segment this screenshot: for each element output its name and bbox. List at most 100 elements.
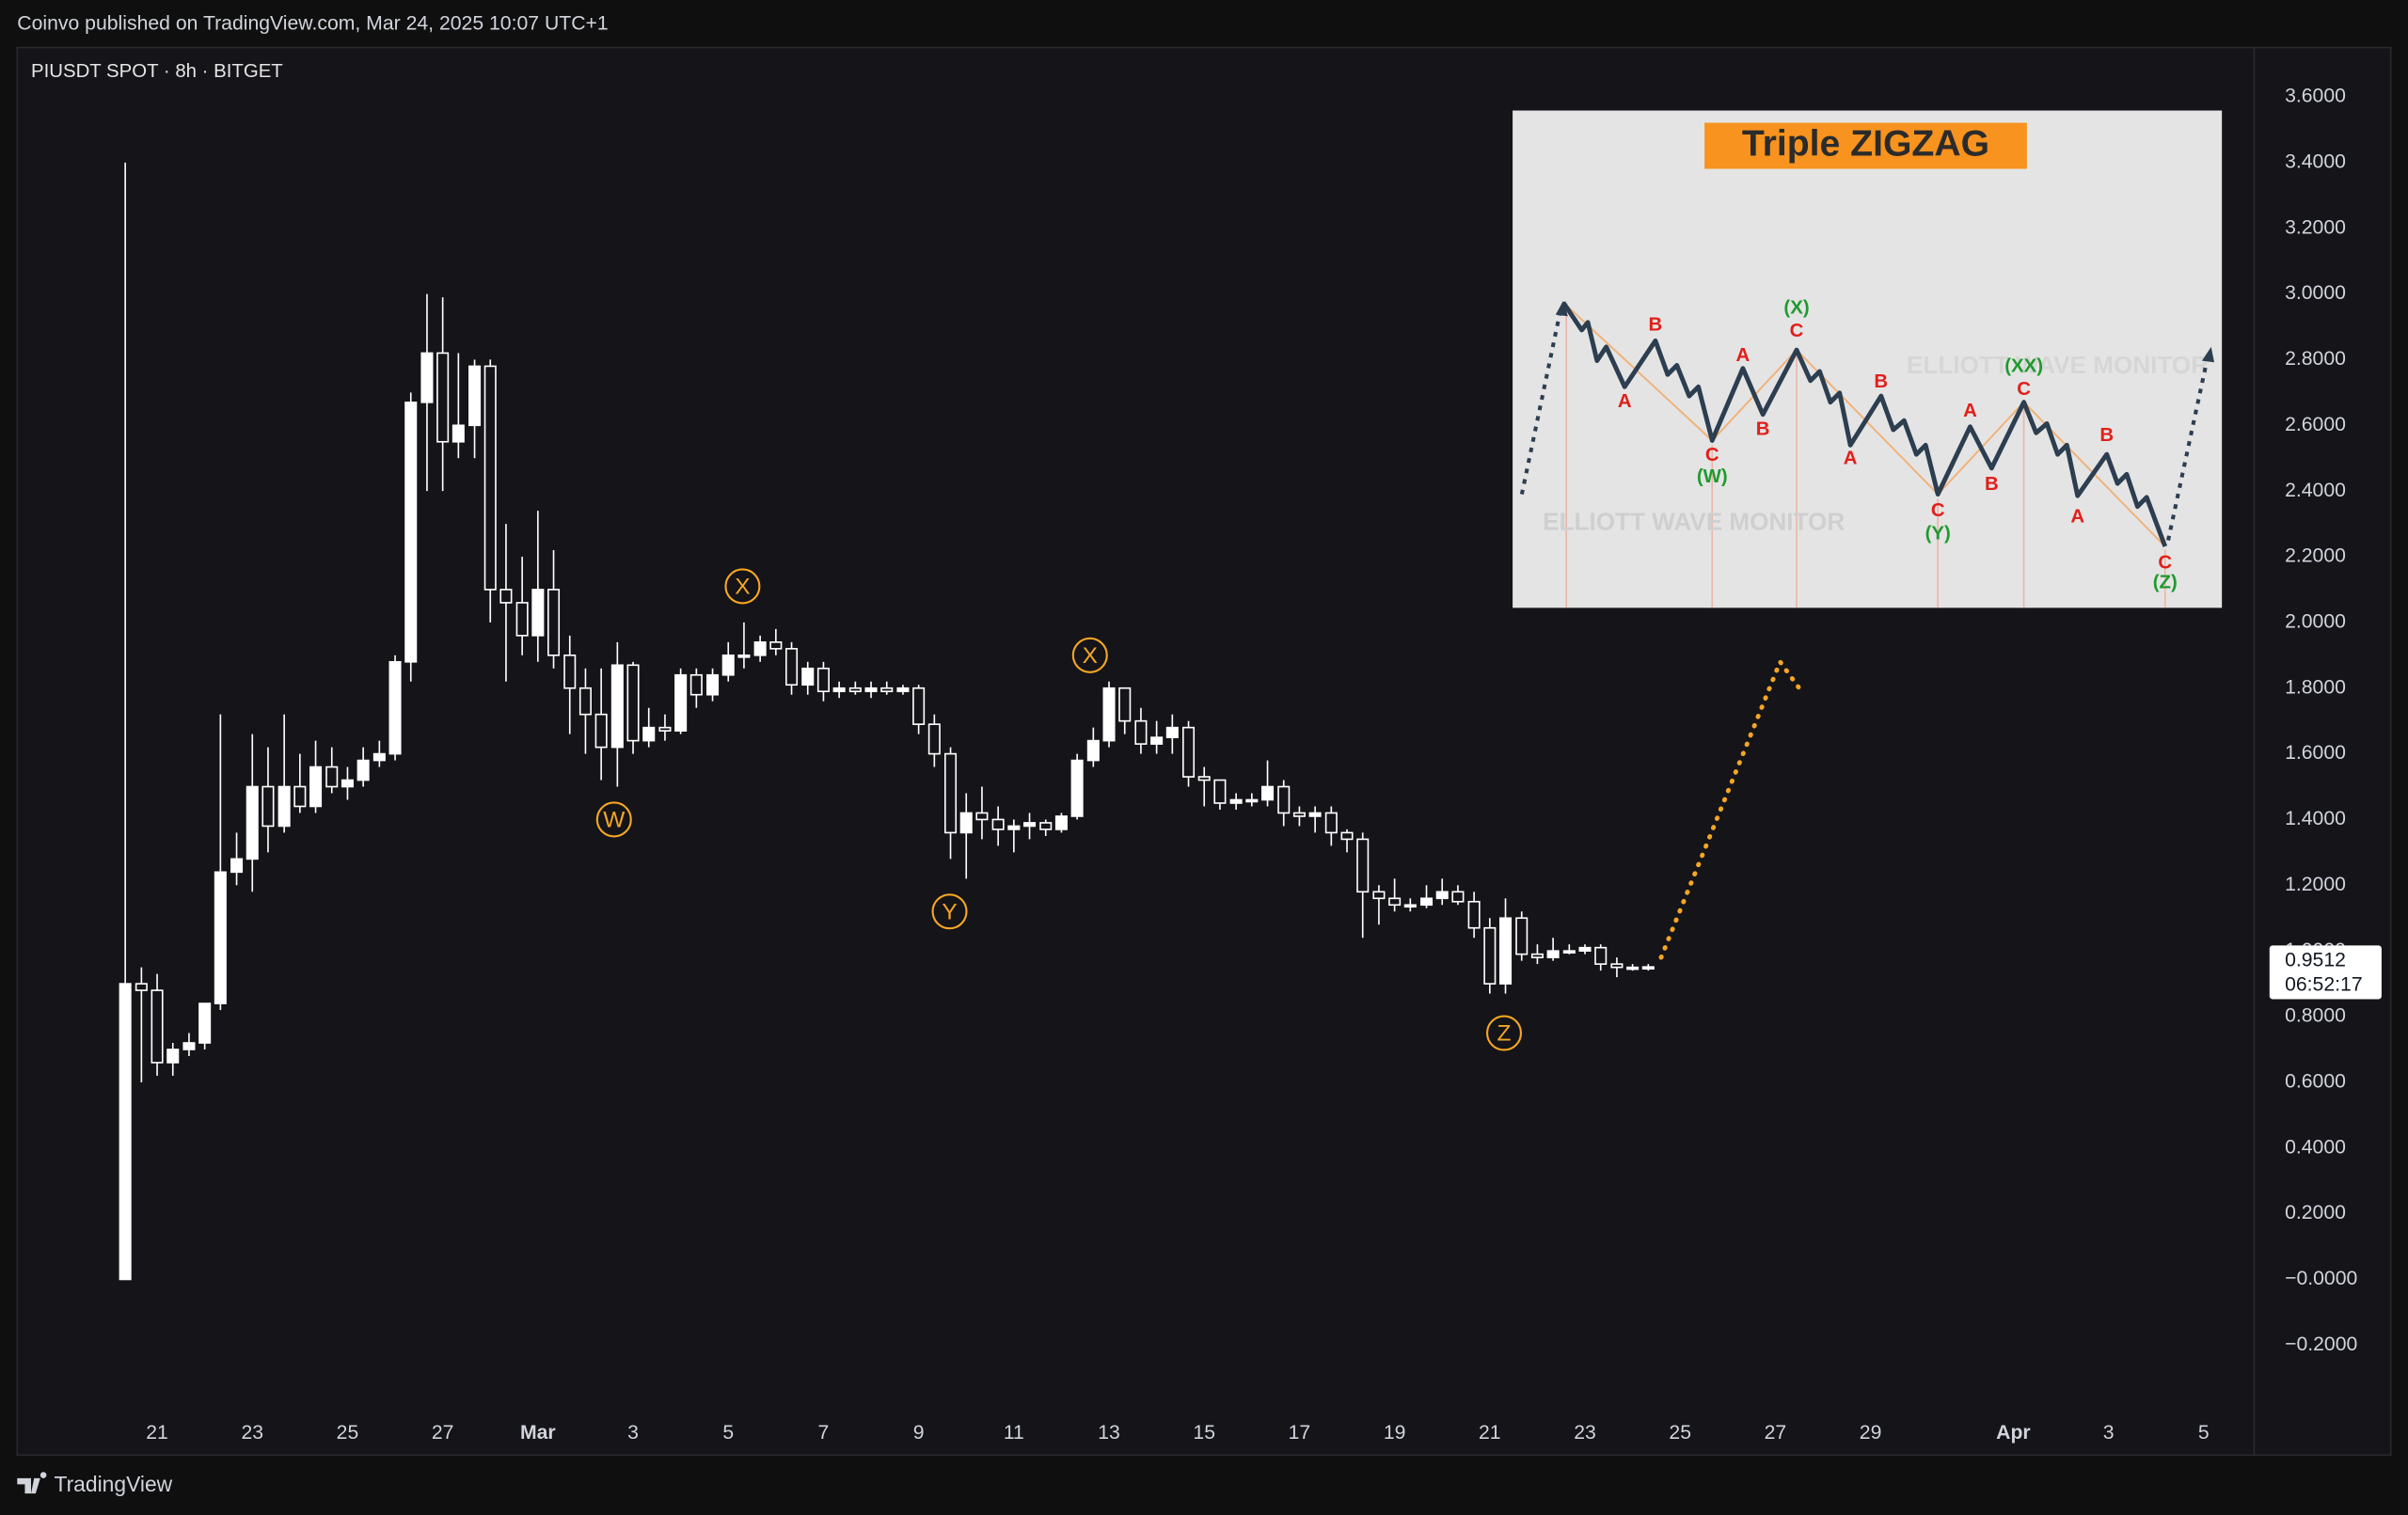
x-tick-label: 23 [241, 1422, 263, 1444]
inset-wave-label: B [1756, 418, 1770, 439]
candle-body [452, 424, 465, 443]
candle-body [610, 664, 624, 749]
x-tick-label: 13 [1098, 1422, 1120, 1444]
y-tick-label: 1.2000 [2285, 874, 2346, 895]
candle-body [927, 723, 941, 755]
candle-body [1292, 812, 1306, 817]
candle-body [1007, 825, 1021, 830]
inset-watermark: ELLIOTT WAVE MONITOR [1907, 351, 2209, 379]
x-tick-label: 17 [1289, 1422, 1311, 1444]
inset-zigzag [1560, 301, 2168, 547]
candle-body [1340, 831, 1354, 841]
x-tick-label: Mar [520, 1422, 556, 1444]
inset-wave-label: (W) [1697, 466, 1728, 487]
inset-wave-label: B [2099, 425, 2114, 446]
wave-label: W [603, 808, 626, 833]
inset-wave-label: B [1649, 314, 1663, 335]
candle-body [785, 647, 799, 686]
candle-body [1023, 822, 1037, 828]
y-tick-label: −0.0000 [2285, 1268, 2357, 1289]
inset-wave-label: A [1736, 345, 1751, 366]
wave-circle [1071, 637, 1108, 673]
candle-body [1118, 686, 1132, 722]
candle-body [801, 667, 815, 686]
candle-body [1308, 812, 1322, 817]
candle-body [1610, 963, 1624, 969]
candle-body [1546, 950, 1560, 958]
candle-body [1467, 900, 1481, 929]
inset-wave-label: (Z) [2153, 573, 2178, 593]
candle-body [1054, 815, 1068, 830]
candle-body [1626, 966, 1640, 971]
inset-wave-label: C [2158, 552, 2172, 573]
x-tick-label: 21 [146, 1422, 168, 1444]
candle-body [547, 589, 561, 656]
candle-body [356, 759, 370, 781]
candle-body [372, 752, 386, 762]
candle-body [737, 654, 751, 658]
inset-arrowhead [2201, 346, 2214, 363]
candle-body [1483, 926, 1497, 985]
wave-circle [931, 893, 968, 930]
candle-body [1372, 891, 1386, 900]
candle-body [594, 713, 608, 749]
y-tick-label: 2.0000 [2285, 610, 2346, 632]
y-tick-label: 3.4000 [2285, 150, 2346, 172]
candle-body [1277, 785, 1291, 814]
inset-wave-label: A [2070, 506, 2084, 527]
candle-body [1594, 946, 1608, 965]
candle-body [689, 673, 703, 696]
inset-title: Triple ZIGZAG [1742, 123, 1989, 164]
candle-body [246, 785, 259, 860]
candle-body [1182, 726, 1196, 778]
candle-body [135, 983, 148, 991]
candle-body [198, 1002, 212, 1044]
candle-body [1197, 776, 1211, 781]
x-tick-label: 23 [1574, 1422, 1596, 1444]
tradingview-logo[interactable]: TradingView [17, 1472, 173, 1496]
symbol-title[interactable]: PIUSDT SPOT · 8h · BITGET [31, 61, 283, 82]
candle-body [1134, 719, 1148, 745]
inset-wave-label: (Y) [1925, 523, 1951, 544]
inset-guides [1565, 307, 2166, 608]
x-tick-label: 29 [1860, 1422, 1882, 1444]
candle-body [483, 365, 497, 591]
wave-label: X [1083, 643, 1098, 669]
candle-body [1070, 759, 1084, 817]
y-tick-label: 0.2000 [2285, 1202, 2346, 1223]
candle-body [1165, 726, 1179, 738]
candle-body [975, 812, 989, 821]
candle-body [1451, 891, 1465, 903]
candle-body [832, 686, 846, 693]
candle-body [1641, 966, 1655, 970]
candle-body [119, 983, 132, 1281]
candle-body [769, 641, 783, 650]
candle-body [261, 785, 275, 828]
wave-label: X [735, 575, 750, 600]
inset-wave-label: (X) [1783, 297, 1809, 318]
candle-body [388, 660, 402, 755]
candle-body [325, 765, 339, 788]
wave-circle [724, 568, 761, 605]
candle-body [1435, 891, 1449, 900]
wave-label: Y [942, 899, 957, 924]
publish-info: Coinvo published on TradingView.com, Mar… [17, 13, 608, 35]
y-tick-label: 3.0000 [2285, 282, 2346, 304]
candle-body [1260, 785, 1275, 801]
wave-circle [595, 801, 632, 838]
candle-body [1419, 897, 1434, 907]
x-tick-label: 21 [1479, 1422, 1501, 1444]
x-tick-label: 25 [337, 1422, 359, 1444]
candle-body [864, 686, 878, 693]
candle-body [1150, 736, 1164, 745]
x-tick-label: 11 [1004, 1422, 1024, 1444]
candle-body [1562, 950, 1576, 954]
inset-wave-label: A [1618, 391, 1632, 412]
y-tick-label: 0.4000 [2285, 1136, 2346, 1158]
candle-body [896, 686, 910, 693]
y-tick-label: 1.6000 [2285, 742, 2346, 764]
projection-path [1658, 656, 1802, 960]
candle-body [816, 667, 830, 693]
inset-background [1513, 110, 2223, 608]
